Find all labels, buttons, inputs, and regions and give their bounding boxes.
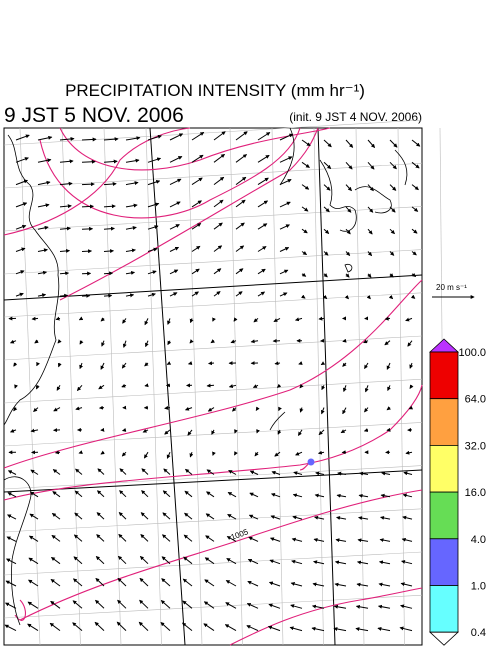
wind-arrow xyxy=(104,273,113,274)
wind-arrow xyxy=(385,318,390,319)
wind-arrow xyxy=(82,162,95,163)
precip-spot xyxy=(308,459,315,466)
wind-arrow xyxy=(56,452,60,453)
colorbar-segment xyxy=(430,445,458,492)
colorbar-segment xyxy=(430,352,458,399)
wind-arrow xyxy=(319,318,324,319)
wind-arrow xyxy=(82,206,93,207)
title: PRECIPITATION INTENSITY (mm hr⁻¹) xyxy=(65,81,365,100)
wind-arrow xyxy=(145,385,148,386)
colorbar-label: 0.4 xyxy=(471,627,486,639)
wind-arrow xyxy=(82,251,91,252)
wind-arrow xyxy=(60,295,68,296)
colorbar-over xyxy=(430,339,458,352)
colorbar-label: 1.0 xyxy=(471,581,486,593)
colorbar-segment xyxy=(430,586,458,633)
valid-time: 9 JST 5 NOV. 2006 xyxy=(4,104,184,127)
wind-arrow xyxy=(82,139,96,140)
wind-arrow xyxy=(209,363,214,364)
wind-scale-label: 20 m s⁻¹ xyxy=(436,283,467,292)
wind-arrow xyxy=(32,318,38,319)
colorbar: 100.0 64.0 32.0 16.0 4.0 1.0 0.4 xyxy=(430,339,486,645)
colorbar-label: 32.0 xyxy=(465,440,486,452)
colorbar-segment xyxy=(430,492,458,539)
colorbar-label: 100.0 xyxy=(458,347,486,359)
wind-arrow xyxy=(100,408,104,409)
colorbar-segment xyxy=(430,399,458,446)
wind-arrow xyxy=(82,229,92,230)
colorbar-label: 16.0 xyxy=(465,487,486,499)
colorbar-label: 4.0 xyxy=(471,534,486,546)
colorbar-label: 64.0 xyxy=(465,394,486,406)
colorbar-under xyxy=(430,632,458,645)
map: 1005 xyxy=(4,120,445,645)
colorbar-segment xyxy=(430,539,458,586)
wind-arrow xyxy=(207,385,214,386)
init-time: (init. 9 JST 4 NOV. 2006) xyxy=(289,110,422,124)
wind-arrow xyxy=(104,296,112,297)
wind-arrow xyxy=(104,251,113,252)
wind-arrow xyxy=(82,184,94,185)
